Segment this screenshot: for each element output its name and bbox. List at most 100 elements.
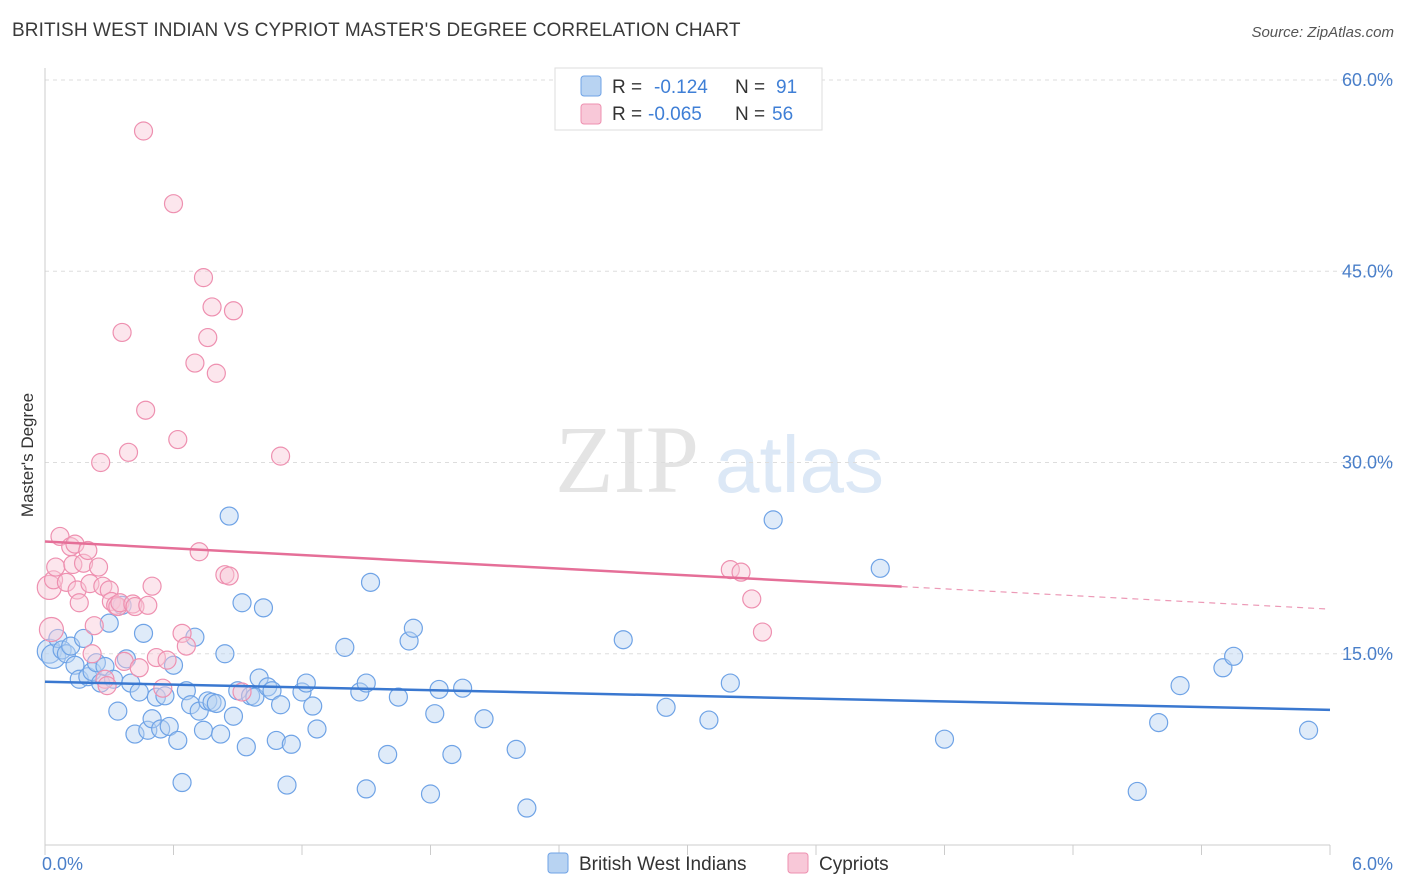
point-british-west-indians — [517, 798, 537, 818]
point-british-west-indians — [168, 730, 188, 751]
watermark-atlas: atlas — [715, 420, 884, 509]
x-tick-label-max: 6.0% — [1352, 854, 1393, 874]
point-british-west-indians — [1224, 646, 1244, 666]
point-cypriots — [153, 678, 173, 698]
point-cypriots — [157, 650, 177, 670]
point-cypriots — [129, 658, 149, 678]
bottom-swatch-cyp — [787, 852, 809, 874]
point-cypriots — [172, 623, 192, 643]
point-british-west-indians — [296, 673, 316, 693]
point-cypriots — [138, 595, 158, 615]
point-cypriots — [69, 593, 89, 613]
point-british-west-indians — [211, 724, 231, 744]
y-tick-label: 15.0% — [1342, 644, 1393, 664]
data-points — [36, 121, 1319, 818]
point-british-west-indians — [108, 701, 128, 721]
point-british-west-indians — [223, 706, 244, 726]
point-british-west-indians — [99, 613, 119, 633]
point-british-west-indians — [155, 686, 175, 706]
stats-legend: R = -0.124 N = 91 R = -0.065 N = 56 — [554, 67, 823, 131]
point-cypriots — [46, 557, 66, 577]
y-tick-label: 30.0% — [1342, 453, 1393, 473]
point-cypriots — [176, 636, 196, 656]
watermark-zip: ZIP — [555, 406, 699, 513]
point-british-west-indians — [206, 693, 226, 714]
point-british-west-indians — [1170, 676, 1190, 696]
point-british-west-indians — [506, 739, 526, 759]
point-british-west-indians — [193, 720, 214, 740]
point-british-west-indians — [277, 775, 297, 795]
point-british-west-indians — [613, 630, 633, 650]
legend-n-label-cyp: N = — [735, 104, 765, 125]
point-cypriots — [88, 557, 109, 577]
bottom-swatch-bwi — [547, 852, 569, 874]
y-tick-label: 60.0% — [1342, 70, 1393, 90]
point-cypriots — [133, 121, 154, 141]
point-british-west-indians — [1149, 712, 1169, 733]
point-british-west-indians — [399, 631, 419, 651]
point-cypriots — [731, 562, 751, 582]
point-british-west-indians — [40, 643, 67, 669]
point-british-west-indians — [129, 682, 149, 702]
point-cypriots — [97, 676, 117, 696]
trend-line-british-west-indians — [44, 680, 1331, 712]
point-british-west-indians — [442, 744, 462, 765]
trend-line-cypriots-extension — [901, 586, 1331, 610]
point-british-west-indians — [236, 737, 256, 757]
grid-lines — [45, 79, 1395, 655]
point-british-west-indians — [245, 687, 265, 707]
point-british-west-indians — [163, 655, 184, 675]
bottom-label-cyp: Cypriots — [819, 854, 889, 875]
legend-swatch-bwi — [580, 75, 602, 97]
point-british-west-indians — [133, 623, 154, 643]
series-legend: British West Indians Cypriots — [547, 852, 889, 875]
y-axis-title: Master's Degree — [18, 393, 37, 517]
point-cypriots — [78, 540, 98, 561]
legend-r-label-bwi: R = — [612, 77, 642, 98]
point-cypriots — [206, 363, 226, 383]
point-cypriots — [232, 682, 252, 702]
point-british-west-indians — [699, 710, 719, 730]
legend-r-value-bwi: -0.124 — [654, 77, 708, 98]
point-cypriots — [84, 616, 104, 636]
point-cypriots — [742, 589, 762, 609]
point-cypriots — [202, 297, 222, 317]
point-cypriots — [189, 542, 209, 562]
legend-n-value-cyp: 56 — [772, 104, 793, 125]
point-british-west-indians — [307, 719, 327, 739]
legend-r-label-cyp: R = — [612, 104, 642, 125]
point-british-west-indians — [425, 704, 445, 724]
point-british-west-indians — [360, 572, 381, 592]
point-cypriots — [123, 594, 143, 614]
axes: 15.0% 30.0% 45.0% 60.0% 0.0% 6.0% — [42, 68, 1393, 874]
y-tick-label: 45.0% — [1342, 261, 1393, 281]
point-british-west-indians — [1127, 781, 1147, 802]
chart-title: BRITISH WEST INDIAN VS CYPRIOT MASTER'S … — [12, 20, 741, 41]
point-cypriots — [223, 301, 244, 321]
point-british-west-indians — [270, 695, 291, 715]
point-cypriots — [168, 429, 188, 450]
point-cypriots — [73, 553, 94, 573]
point-cypriots — [219, 566, 239, 586]
point-cypriots — [56, 572, 77, 592]
legend-swatch-cyp — [580, 103, 602, 125]
point-british-west-indians — [232, 593, 252, 613]
point-cypriots — [163, 194, 184, 214]
point-british-west-indians — [73, 628, 94, 649]
point-cypriots — [136, 400, 156, 420]
trend-lines — [44, 540, 1331, 712]
trend-line-cypriots — [44, 540, 902, 588]
point-british-west-indians — [453, 678, 473, 698]
point-british-west-indians — [378, 744, 398, 765]
point-british-west-indians — [656, 697, 676, 717]
point-cypriots — [82, 644, 102, 664]
point-british-west-indians — [303, 696, 323, 716]
point-cypriots — [118, 442, 139, 462]
point-british-west-indians — [474, 709, 494, 729]
point-british-west-indians — [172, 772, 192, 793]
point-cypriots — [198, 327, 218, 348]
point-british-west-indians — [870, 558, 890, 578]
point-british-west-indians — [266, 730, 286, 751]
legend-n-value-bwi: 91 — [776, 77, 797, 98]
